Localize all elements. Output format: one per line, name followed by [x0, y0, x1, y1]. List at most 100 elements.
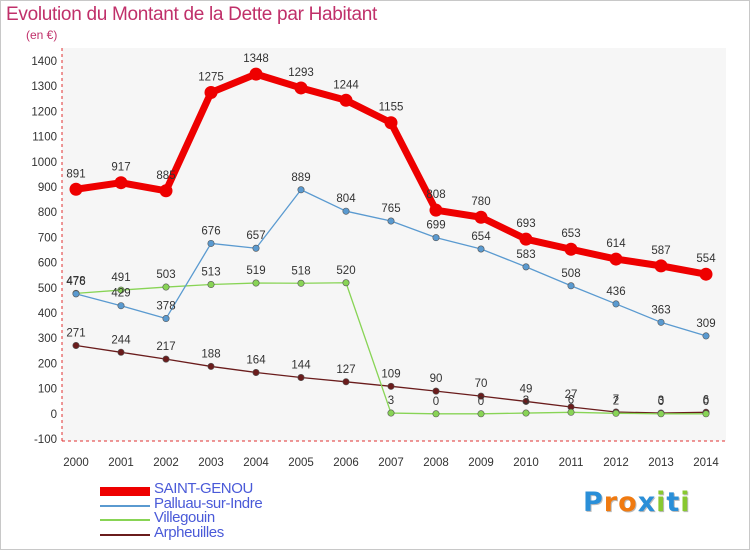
logo-letter: o: [618, 487, 638, 518]
logo-letter: x: [637, 487, 657, 518]
data-label: 889: [291, 172, 310, 184]
data-point: [432, 234, 440, 242]
y-tick-label: 200: [38, 358, 57, 370]
data-label: 378: [156, 301, 175, 313]
data-label: 144: [291, 360, 311, 372]
data-label: 1244: [333, 79, 359, 91]
legend-swatch: [100, 519, 150, 521]
logo-letter: r: [603, 487, 619, 518]
data-point: [252, 244, 260, 252]
data-label: 653: [561, 228, 580, 240]
y-tick-label: 1200: [31, 106, 57, 118]
x-tick-label: 2012: [603, 457, 629, 469]
data-label: 917: [111, 162, 130, 174]
logo-letter: i: [656, 487, 667, 518]
data-point: [342, 378, 350, 386]
plot-area: [62, 48, 726, 441]
x-tick-label: 2007: [378, 457, 404, 469]
legend-label: Arpheuilles: [154, 523, 224, 541]
x-tick-label: 2004: [243, 457, 269, 469]
data-point: [429, 203, 443, 217]
y-tick-label: 1400: [31, 56, 57, 68]
data-label: 780: [471, 196, 490, 208]
data-label: 804: [336, 193, 356, 205]
data-point: [339, 93, 353, 107]
y-tick-label: 1100: [32, 132, 57, 144]
data-point: [567, 282, 575, 290]
data-label: 188: [201, 348, 220, 360]
data-label: 90: [430, 373, 443, 385]
data-label: 503: [156, 269, 175, 281]
data-point: [432, 410, 440, 418]
y-tick-label: 400: [38, 308, 57, 320]
legend-label: Palluau-sur-Indre: [154, 494, 263, 512]
logo-letter: i: [680, 487, 691, 518]
data-point: [252, 279, 260, 287]
data-label: 1293: [288, 67, 314, 79]
data-label: 614: [606, 238, 626, 250]
data-point: [564, 242, 578, 256]
data-label: 676: [201, 225, 220, 237]
data-point: [384, 116, 398, 130]
proxiti-logo: Proxiti: [583, 487, 691, 518]
data-label: 109: [381, 368, 400, 380]
data-label: 1275: [198, 72, 224, 84]
y-tick-label: 100: [38, 384, 57, 396]
logo-letter: P: [583, 487, 604, 518]
data-point: [609, 252, 623, 266]
data-label: 217: [156, 341, 175, 353]
data-label: 513: [201, 267, 220, 279]
x-tick-label: 2009: [468, 457, 494, 469]
y-tick-label: 1000: [31, 157, 57, 169]
y-tick-label: 300: [38, 333, 57, 345]
data-point: [657, 318, 665, 326]
data-point: [207, 281, 215, 289]
data-point: [117, 286, 125, 294]
data-label: 271: [66, 328, 85, 340]
data-point: [162, 315, 170, 323]
x-tick-label: 2000: [63, 457, 89, 469]
data-label: 27: [565, 389, 578, 401]
data-point: [207, 239, 215, 247]
legend-swatch: [100, 533, 150, 536]
data-point: [477, 410, 485, 418]
data-point: [432, 387, 440, 395]
data-point: [294, 81, 308, 95]
data-point: [249, 67, 263, 81]
data-label: 70: [475, 378, 488, 390]
chart-title: Evolution du Montant de la Dette par Hab…: [6, 4, 377, 25]
data-label: 429: [111, 288, 130, 300]
data-label: 808: [426, 189, 445, 201]
legend-swatch: [100, 487, 150, 496]
y-tick-label: -100: [34, 434, 57, 446]
data-point: [657, 410, 665, 418]
data-point: [522, 397, 530, 405]
data-label: 583: [516, 249, 535, 261]
data-point: [522, 263, 530, 271]
data-label: 476: [66, 276, 85, 288]
data-label: 436: [606, 286, 625, 298]
data-label: 891: [66, 168, 85, 180]
data-point: [612, 409, 620, 417]
data-label: 2: [613, 395, 619, 407]
y-tick-label: 500: [38, 283, 57, 295]
data-label: 1155: [379, 102, 404, 114]
x-tick-label: 2002: [153, 457, 179, 469]
y-tick-label: 0: [51, 409, 57, 421]
data-point: [342, 207, 350, 215]
x-tick-label: 2003: [198, 457, 224, 469]
data-label: 587: [651, 245, 670, 257]
data-label: 657: [246, 230, 265, 242]
x-tick-label: 2008: [423, 457, 449, 469]
data-label: 6: [568, 394, 574, 406]
x-tick-label: 2001: [108, 457, 134, 469]
data-point: [162, 283, 170, 291]
data-point: [702, 410, 710, 418]
data-point: [69, 182, 83, 196]
data-label: 508: [561, 268, 580, 280]
y-tick-label: 1300: [31, 81, 57, 93]
data-point: [159, 184, 173, 198]
data-label: 3: [388, 395, 394, 407]
data-point: [387, 217, 395, 225]
